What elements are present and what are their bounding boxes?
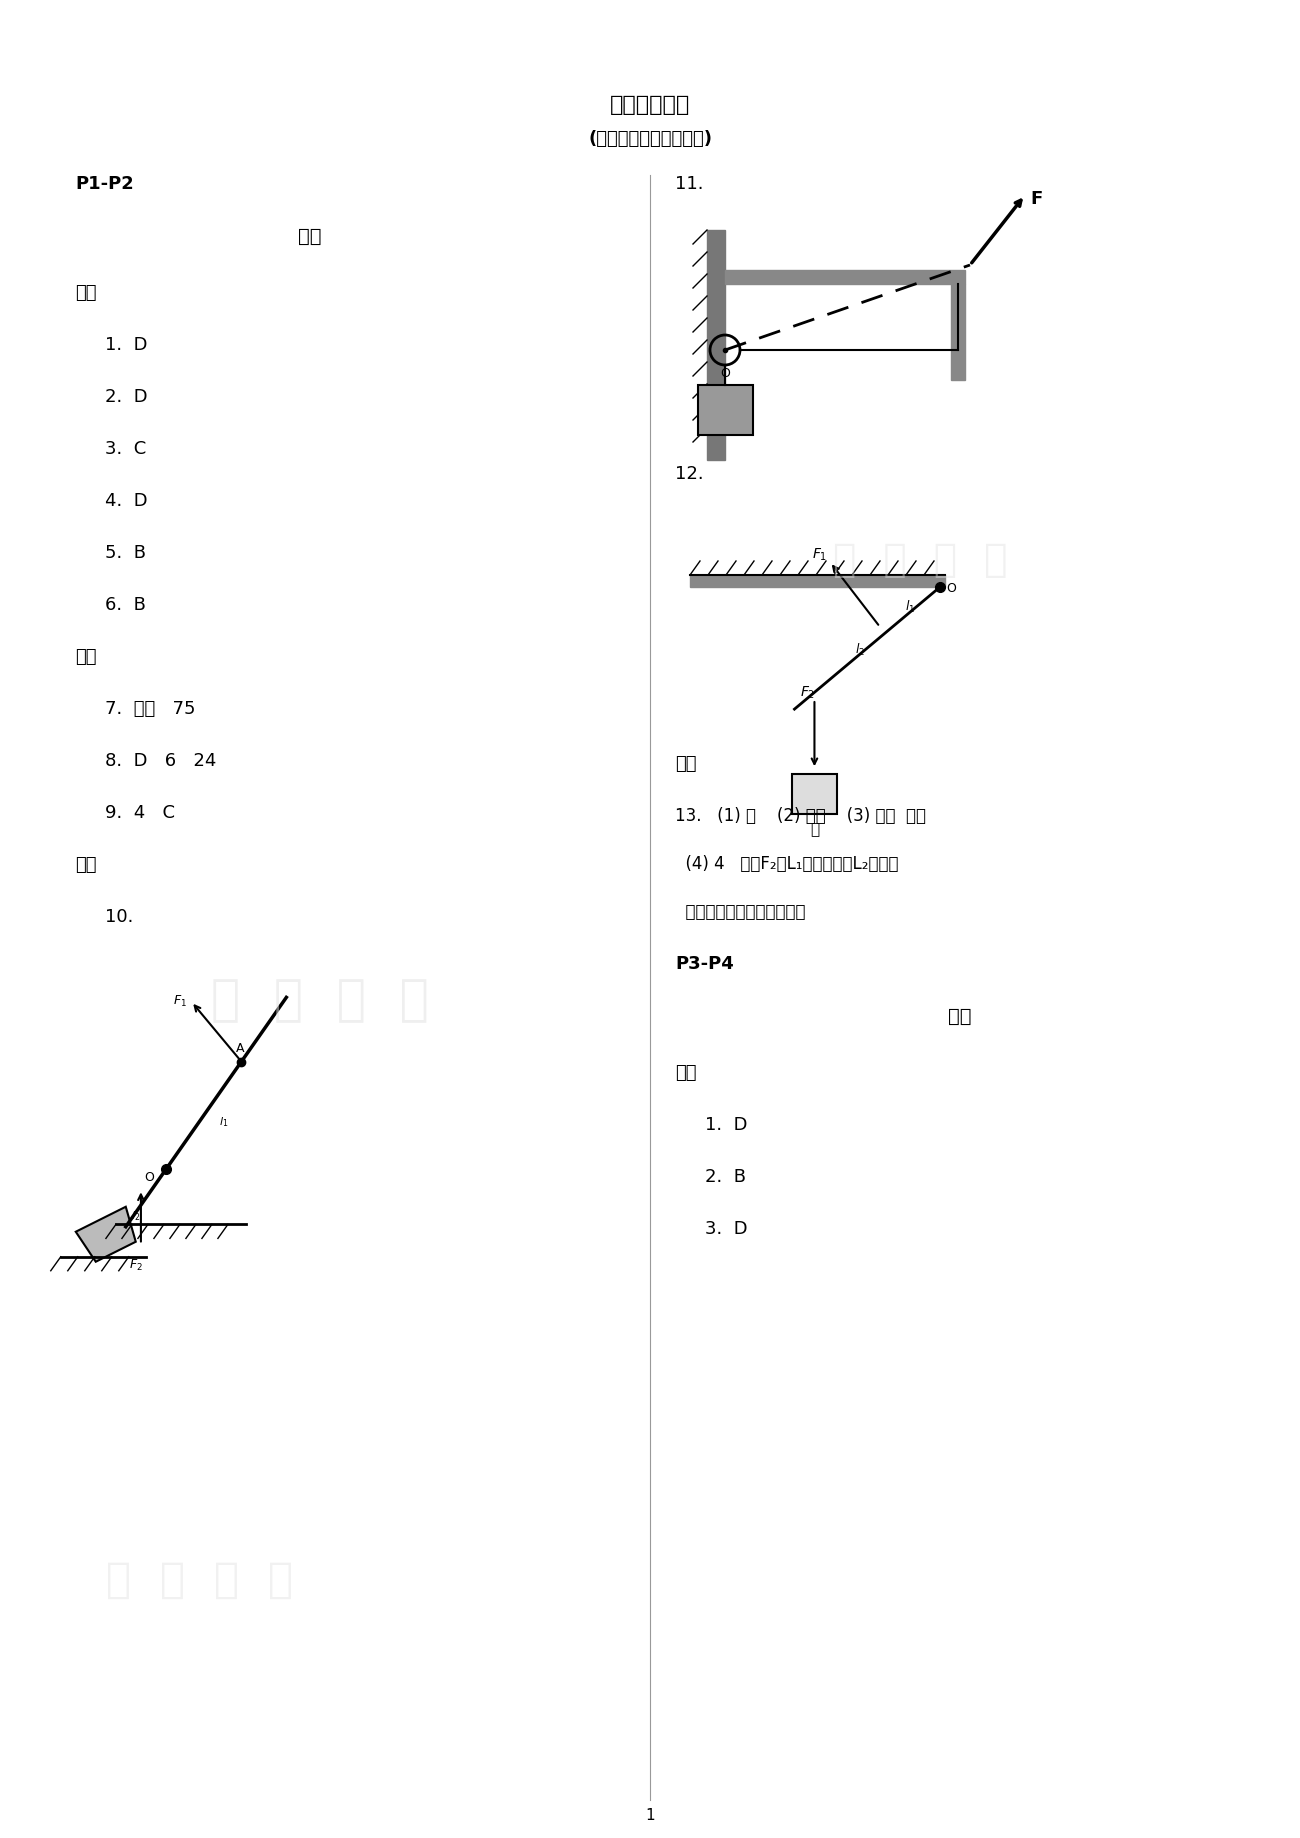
Bar [793,774,837,814]
Text: 作  业  精  灵: 作 业 精 灵 [107,1559,294,1601]
Text: $F_1$: $F_1$ [173,994,187,1009]
Text: 6.  B: 6. B [105,596,146,614]
Text: (4) 4   保持F₂和L₁不变，改变L₂的大小: (4) 4 保持F₂和L₁不变，改变L₂的大小 [675,855,898,873]
Text: O: O [946,583,956,596]
Text: 完整参考答案: 完整参考答案 [610,96,690,116]
Text: 1.  D: 1. D [705,1116,747,1134]
Text: 4.  D: 4. D [105,493,148,509]
Text: 杠杆: 杠杆 [298,228,322,246]
Text: (本答案由作业精灵提供): (本答案由作业精灵提供) [588,130,712,149]
Text: 乙: 乙 [810,822,819,836]
Polygon shape [75,1208,135,1261]
Text: （本答案由作业精灵提供）: （本答案由作业精灵提供） [675,902,806,921]
Text: 12.: 12. [675,465,703,483]
Text: P3-P4: P3-P4 [675,956,733,972]
Text: 3.  D: 3. D [705,1220,747,1239]
Text: P1-P2: P1-P2 [75,175,134,193]
Text: $F_1$: $F_1$ [812,548,827,564]
Text: 2.  D: 2. D [105,388,148,406]
Text: 1: 1 [645,1809,655,1823]
Text: 9.  4   C: 9. 4 C [105,803,176,822]
Text: 10.: 10. [105,908,134,926]
Bar [698,384,753,436]
Text: 一、: 一、 [675,1064,697,1083]
Text: 三、: 三、 [675,755,697,774]
Text: $F_2$: $F_2$ [129,1257,143,1272]
Text: 三、: 三、 [75,857,96,875]
Text: 1.  D: 1. D [105,336,147,355]
Text: $l_1$: $l_1$ [218,1116,227,1129]
Text: O: O [144,1171,153,1184]
Polygon shape [707,230,725,460]
Text: 一、: 一、 [75,285,96,301]
Text: 7.  省力   75: 7. 省力 75 [105,700,195,719]
Text: 滑轮: 滑轮 [948,1007,972,1026]
Text: A: A [237,1042,244,1055]
Text: 3.  C: 3. C [105,439,146,458]
Text: 8.  D   6   24: 8. D 6 24 [105,752,216,770]
Text: 2.  B: 2. B [705,1167,746,1186]
Text: 13.   (1) 右    (2) 较零    (3) 竖直  水平: 13. (1) 右 (2) 较零 (3) 竖直 水平 [675,807,926,825]
Text: 5.  B: 5. B [105,544,146,562]
Text: $l_1$: $l_1$ [905,599,915,616]
Text: 二、: 二、 [75,649,96,665]
Text: $l_2$: $l_2$ [855,641,865,658]
Polygon shape [725,270,965,285]
Polygon shape [952,285,965,380]
Text: $l_2$: $l_2$ [131,1209,140,1224]
Text: F: F [1030,189,1043,208]
Text: 作  业  精  灵: 作 业 精 灵 [211,976,429,1024]
Text: O: O [720,368,729,380]
Text: 11.: 11. [675,175,703,193]
Text: 作  业  精  灵: 作 业 精 灵 [833,540,1008,579]
Polygon shape [690,575,945,586]
Text: $F_2$: $F_2$ [801,684,815,700]
